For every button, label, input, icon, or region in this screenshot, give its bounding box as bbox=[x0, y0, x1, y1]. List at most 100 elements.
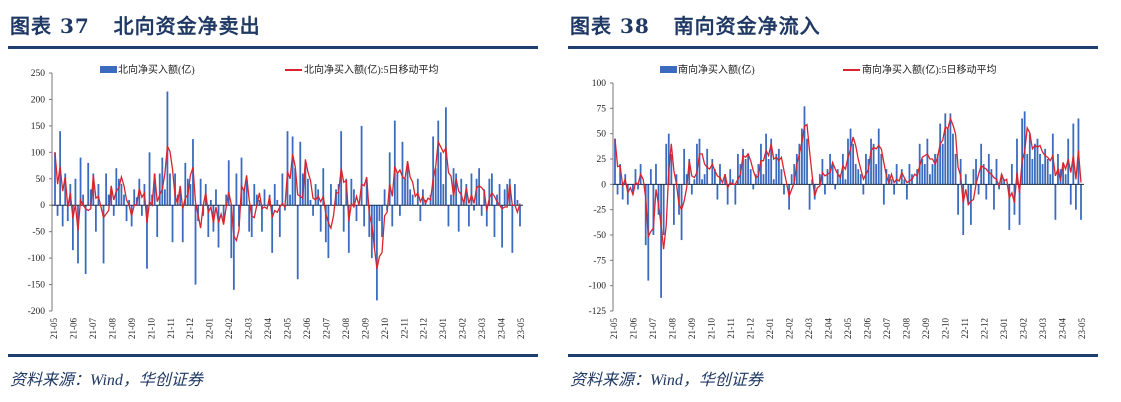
bar bbox=[393, 120, 396, 206]
bar bbox=[790, 174, 793, 185]
bar bbox=[849, 128, 852, 185]
bar bbox=[993, 184, 995, 210]
x-tick-label: 23-03 bbox=[1038, 318, 1048, 339]
bar bbox=[115, 168, 118, 206]
bar bbox=[724, 174, 726, 185]
bar bbox=[972, 169, 975, 185]
bar bbox=[516, 199, 519, 206]
bar bbox=[475, 178, 478, 206]
bar bbox=[174, 173, 176, 206]
bar bbox=[1036, 138, 1039, 185]
y-tick-label: -25 bbox=[593, 206, 606, 216]
bar bbox=[793, 164, 796, 185]
bar bbox=[273, 184, 276, 206]
bar bbox=[327, 205, 330, 259]
bar bbox=[82, 194, 84, 206]
y-tick-label: 50 bbox=[597, 130, 607, 140]
x-tick-label: 22-06 bbox=[863, 318, 873, 339]
bar bbox=[307, 178, 309, 206]
x-tick-label: 22-10 bbox=[941, 318, 951, 339]
bar bbox=[140, 205, 143, 216]
x-tick-label: 22-12 bbox=[419, 318, 429, 339]
bar bbox=[148, 152, 151, 206]
bar bbox=[296, 205, 299, 280]
bar bbox=[1021, 118, 1024, 185]
bar bbox=[941, 143, 944, 185]
y-tick-label: -50 bbox=[593, 231, 606, 241]
bar bbox=[508, 178, 511, 206]
bar bbox=[493, 205, 496, 237]
bar bbox=[952, 133, 954, 185]
bar bbox=[411, 194, 414, 206]
bar bbox=[261, 205, 263, 232]
bar bbox=[378, 205, 381, 222]
bar bbox=[355, 205, 358, 222]
ma-line bbox=[614, 116, 1082, 250]
bar bbox=[381, 205, 383, 237]
bar bbox=[365, 178, 368, 206]
x-tick-label: 22-11 bbox=[960, 318, 970, 339]
bar bbox=[146, 205, 148, 269]
bar bbox=[696, 143, 698, 185]
bar bbox=[985, 184, 988, 200]
bar bbox=[939, 123, 942, 185]
bar bbox=[465, 184, 468, 206]
bar bbox=[857, 169, 860, 185]
panel-northbound: 图表 37 北向资金净卖出 -200 -150 -100 -50 0 50 100 150 20… bbox=[0, 0, 560, 402]
bar bbox=[1018, 184, 1021, 225]
bar bbox=[844, 179, 847, 185]
x-tick-label: 23-02 bbox=[1019, 318, 1029, 339]
legend-line-label: 南向净买入额(亿):5日移动平均 bbox=[862, 63, 996, 76]
bar bbox=[212, 205, 215, 232]
bar bbox=[652, 184, 655, 235]
title-rule bbox=[8, 46, 538, 49]
x-tick-label: 21-06 bbox=[68, 318, 78, 339]
bar bbox=[1080, 184, 1082, 220]
x-tick-label: 21-09 bbox=[687, 318, 697, 339]
bar bbox=[1049, 174, 1052, 185]
x-tick-label: 22-05 bbox=[283, 318, 293, 339]
bar bbox=[921, 159, 924, 185]
bar bbox=[829, 153, 831, 185]
x-tick-label: 21-11 bbox=[166, 318, 176, 339]
bar bbox=[322, 168, 325, 206]
bar bbox=[916, 169, 919, 185]
bar bbox=[811, 179, 814, 185]
y-tick-label: 50 bbox=[36, 175, 46, 185]
y-tick-label: 250 bbox=[31, 69, 46, 79]
x-tick-label: 23-01 bbox=[438, 318, 448, 339]
y-tick-label: 150 bbox=[31, 122, 46, 132]
x-tick-label: 23-04 bbox=[497, 318, 507, 339]
bar bbox=[345, 178, 348, 206]
legend-bar-swatch bbox=[100, 66, 117, 73]
legend-line-label: 北向净买入额(亿):5日移动平均 bbox=[304, 63, 438, 76]
bar bbox=[498, 184, 501, 206]
bar bbox=[276, 199, 279, 206]
y-tick-label: 200 bbox=[31, 95, 46, 105]
bar bbox=[97, 184, 100, 206]
bar bbox=[742, 148, 744, 185]
bar bbox=[376, 205, 378, 301]
bar bbox=[112, 205, 115, 216]
bar bbox=[777, 148, 780, 185]
bar bbox=[975, 159, 977, 185]
bar bbox=[795, 153, 798, 185]
bar bbox=[230, 205, 233, 259]
bar bbox=[163, 189, 166, 206]
bar bbox=[621, 184, 624, 200]
bar bbox=[865, 153, 867, 185]
bar bbox=[698, 138, 701, 185]
bar bbox=[363, 205, 366, 227]
bar bbox=[619, 164, 622, 185]
bar bbox=[806, 138, 808, 185]
chart-southbound: -125 -100 -75 -50 -25 0 25 50 75 100 21-05 21-06 21-… bbox=[589, 63, 1087, 339]
bar bbox=[66, 205, 69, 222]
bar bbox=[56, 205, 59, 216]
legend-bar-label: 南向净买入额(亿) bbox=[678, 63, 755, 76]
bar bbox=[194, 205, 197, 285]
x-tick-label: 23-05 bbox=[1077, 318, 1087, 339]
bar bbox=[87, 162, 90, 206]
bar bbox=[399, 205, 401, 216]
bar bbox=[309, 199, 312, 206]
bar bbox=[128, 199, 130, 206]
